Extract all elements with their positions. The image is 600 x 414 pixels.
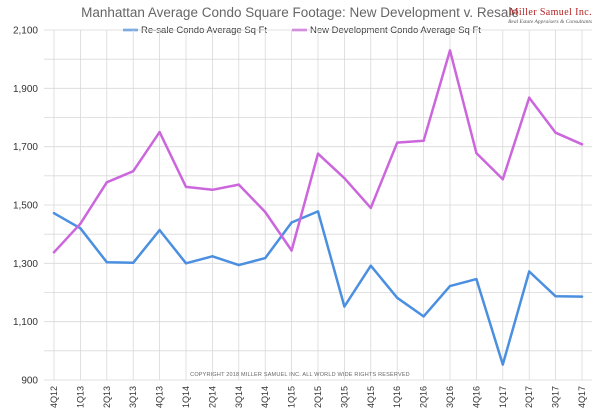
logo-name: Miller Samuel Inc. bbox=[510, 7, 592, 18]
x-tick-label: 3Q17 bbox=[551, 386, 561, 408]
x-tick-label: 4Q12 bbox=[49, 386, 59, 408]
x-tick-label: 2Q16 bbox=[419, 386, 429, 408]
data-point-new-development bbox=[580, 143, 584, 146]
x-tick-label: 2Q14 bbox=[207, 386, 217, 408]
data-point-new-development bbox=[448, 49, 452, 52]
y-tick-label: 900 bbox=[21, 376, 38, 387]
x-tick-label: 4Q17 bbox=[577, 386, 587, 408]
data-point-resale bbox=[316, 210, 320, 213]
data-point-resale bbox=[448, 284, 452, 288]
data-point-resale bbox=[132, 261, 135, 264]
y-tick-label: 1,100 bbox=[13, 317, 38, 328]
legend: Re-sale Condo Average Sq Ft New Developm… bbox=[123, 25, 481, 36]
grid bbox=[44, 29, 592, 381]
x-tick-label: 4Q16 bbox=[471, 386, 481, 408]
data-point-new-development bbox=[475, 151, 478, 155]
data-point-resale bbox=[501, 363, 504, 366]
logo: Miller Samuel Inc. Real Estate Appraiser… bbox=[507, 7, 592, 25]
data-point-new-development bbox=[316, 152, 320, 155]
data-point-resale bbox=[237, 263, 240, 267]
chart-title: Manhattan Average Condo Square Footage: … bbox=[81, 5, 519, 20]
data-point-resale bbox=[528, 270, 531, 273]
x-tick-label: 2Q13 bbox=[102, 386, 112, 408]
data-point-new-development bbox=[211, 188, 214, 192]
data-point-resale bbox=[422, 315, 425, 318]
y-axis: 2,100 1,900 1,700 1,500 1,300 1,100 900 bbox=[13, 26, 38, 387]
data-point-new-development bbox=[184, 185, 188, 189]
copyright-notice: COPYRIGHT 2018 MILLER SAMUEL INC. ALL WO… bbox=[190, 372, 410, 378]
data-point-resale bbox=[264, 256, 267, 260]
data-point-new-development bbox=[422, 139, 425, 143]
y-tick-label: 1,700 bbox=[13, 142, 38, 153]
y-tick-label: 1,900 bbox=[13, 84, 38, 95]
x-tick-label: 3Q14 bbox=[234, 386, 244, 408]
data-point-resale bbox=[211, 255, 214, 258]
x-tick-label: 3Q16 bbox=[445, 386, 455, 408]
data-point-new-development bbox=[264, 210, 267, 214]
data-point-new-development bbox=[237, 183, 240, 186]
data-point-new-development bbox=[554, 131, 557, 134]
x-tick-label: 1Q17 bbox=[498, 386, 508, 408]
x-tick-label: 4Q13 bbox=[155, 386, 165, 408]
data-point-resale bbox=[105, 260, 109, 264]
data-point-new-development bbox=[132, 169, 135, 173]
data-point-new-development bbox=[79, 222, 82, 225]
data-point-resale bbox=[475, 277, 478, 281]
x-tick-label: 3Q15 bbox=[339, 386, 349, 408]
x-tick-label: 4Q15 bbox=[366, 386, 376, 408]
data-point-new-development bbox=[396, 141, 399, 144]
data-point-resale bbox=[184, 262, 188, 265]
x-tick-label: 2Q17 bbox=[524, 386, 534, 408]
x-tick-label: 2Q15 bbox=[313, 386, 323, 408]
x-tick-label: 1Q16 bbox=[392, 386, 402, 408]
x-tick-label: 1Q13 bbox=[75, 386, 85, 408]
x-tick-label: 1Q14 bbox=[181, 386, 191, 408]
data-point-resale bbox=[369, 264, 372, 267]
data-point-resale bbox=[554, 295, 557, 298]
legend-label-new-development: New Development Condo Average Sq Ft bbox=[310, 25, 481, 36]
x-tick-label: 3Q13 bbox=[128, 386, 138, 408]
data-point-new-development bbox=[105, 181, 109, 184]
data-point-new-development bbox=[52, 251, 56, 254]
y-tick-label: 1,300 bbox=[13, 259, 38, 270]
data-point-resale bbox=[290, 221, 293, 224]
data-point-new-development bbox=[158, 130, 161, 134]
data-point-resale bbox=[79, 227, 82, 230]
data-point-new-development bbox=[501, 178, 504, 181]
y-tick-label: 1,500 bbox=[13, 201, 38, 212]
data-point-resale bbox=[52, 211, 56, 215]
data-point-resale bbox=[343, 305, 346, 308]
data-point-new-development bbox=[369, 206, 372, 210]
legend-label-resale: Re-sale Condo Average Sq Ft bbox=[141, 25, 267, 36]
y-tick-label: 2,100 bbox=[13, 26, 38, 37]
x-tick-label: 1Q15 bbox=[287, 386, 297, 408]
data-point-new-development bbox=[290, 249, 293, 252]
series-lines bbox=[52, 49, 584, 366]
x-axis: 4Q12 1Q13 2Q13 3Q13 4Q13 1Q14 2Q14 3Q14 4Q14 1Q15… bbox=[49, 386, 587, 408]
data-point-resale bbox=[396, 296, 399, 299]
data-point-resale bbox=[158, 228, 161, 232]
x-tick-label: 4Q14 bbox=[260, 386, 270, 408]
logo-tagline: Real Estate Appraisers & Consultants bbox=[507, 19, 592, 25]
data-point-new-development bbox=[528, 96, 531, 99]
data-point-resale bbox=[580, 295, 584, 298]
data-point-new-development bbox=[343, 176, 346, 180]
